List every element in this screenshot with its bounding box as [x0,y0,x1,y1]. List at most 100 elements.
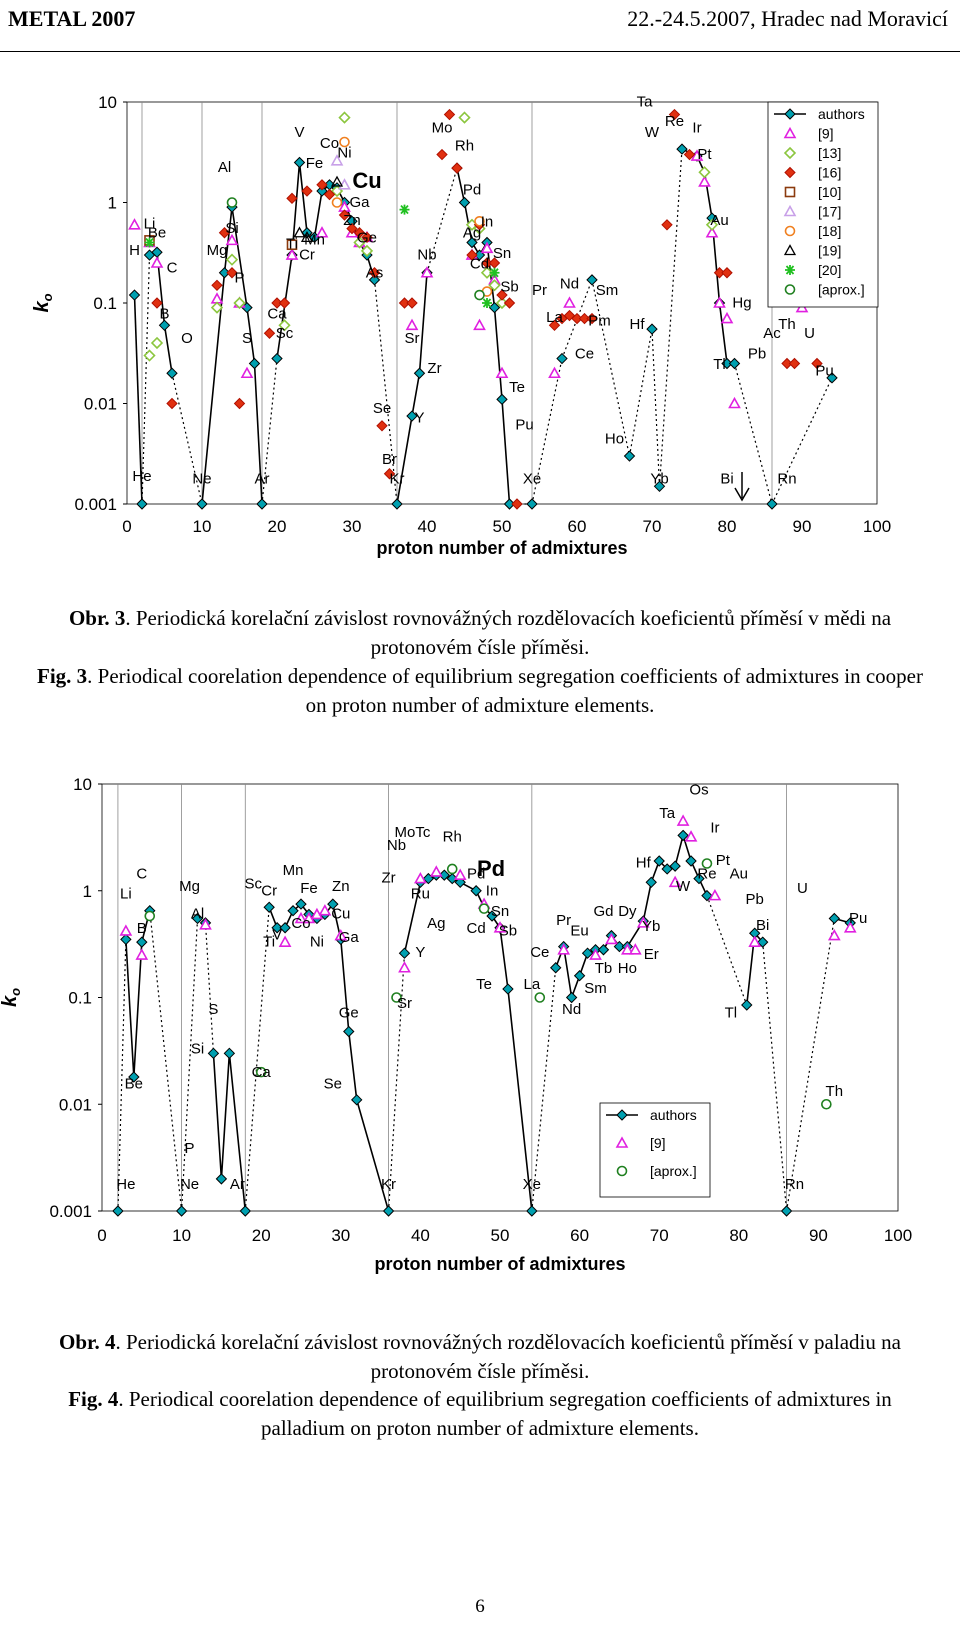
element-label: Ce [575,346,594,363]
data-point [263,327,276,339]
element-label: Al [218,159,231,176]
data-point [330,175,344,187]
series-authors [112,829,856,1217]
element-label: Gd [593,903,613,920]
data-point [683,148,696,161]
data-point [701,858,713,869]
figure-3-caption-en-text: . Periodical coorelation dependence of e… [87,664,923,717]
legend-marker [783,244,797,256]
element-label: Rn [777,470,796,487]
data-point [414,871,427,884]
element-label: V [272,926,282,943]
element-label: Cr [299,247,315,264]
data-point [218,227,231,239]
series-18 [331,136,493,297]
data-point [136,936,148,948]
data-point [586,274,598,286]
data-point [493,921,507,933]
element-label: B [159,306,169,323]
data-point [488,279,501,292]
element-label: Zr [427,360,441,377]
element-label: Be [125,1076,143,1093]
element-label: Fe [300,880,318,897]
data-point [781,357,793,370]
element-label: Nb [417,247,436,264]
element-label: Pu [515,417,533,434]
data-point [661,219,673,231]
element-label: U [797,880,808,897]
data-point [226,197,238,208]
data-point [451,162,463,174]
element-label: Au [730,866,748,883]
x-tick-label: 30 [343,517,362,536]
data-point [226,267,238,279]
dotted-connector [658,149,683,487]
legend-entry: [19] [818,243,841,259]
element-label: Pd [467,866,485,883]
data-point [693,872,705,885]
y-axis-label-subscript: o [8,988,23,996]
data-point [502,983,514,995]
data-point [458,196,471,209]
data-point [271,352,283,365]
data-point [112,1205,124,1217]
data-point [175,1205,188,1217]
figure-3-caption-en: Fig. 3. Periodical coorelation dependenc… [30,662,930,720]
data-point [676,143,688,155]
element-label: Ni [310,934,324,951]
data-point [128,218,141,230]
data-point [338,111,351,124]
y-tick-label: 1 [108,194,117,213]
x-axis-label: proton number of admixtures [376,538,627,558]
y-tick-label: 0.001 [49,1202,92,1221]
legend-marker [783,126,797,139]
x-tick-label: 90 [793,517,812,536]
element-label: S [242,330,252,347]
data-point [327,898,339,910]
data-point [239,1205,251,1217]
element-label: Pr [532,282,547,299]
element-label: Ar [230,1176,245,1193]
element-label: Yb [650,470,668,487]
header-conference-date-place: 22.-24.5.2007, Hradec nad Moravicí [627,6,948,31]
data-point [429,865,443,877]
element-label: Sb [499,923,517,940]
element-label: Si [191,1040,204,1057]
y-tick-label: 1 [83,882,92,901]
data-point [511,498,523,510]
series-line [268,902,390,1212]
series-19 [293,175,344,243]
data-point [503,498,516,510]
data-point [438,869,450,881]
data-point [677,829,689,842]
data-point [705,218,719,231]
y-axis-label: ko [0,988,23,1007]
data-point [285,248,299,260]
element-label: Ge [339,1004,359,1021]
element-label: Se [373,400,391,417]
series-aprox [226,197,485,301]
legend-marker [615,1136,629,1148]
y-tick-label: 0.1 [68,989,92,1008]
x-tick-label: 60 [568,517,587,536]
data-point [668,108,681,121]
data-point [548,319,561,332]
element-label: Ti [263,934,275,951]
element-label: Pr [556,912,571,929]
data-point [256,498,268,510]
series-9 [119,814,857,973]
data-point [248,357,261,370]
element-label: P [234,269,244,286]
y-tick-label: 0.01 [59,1095,92,1114]
data-point [478,903,490,914]
element-label: Ta [637,94,654,111]
data-point [685,855,697,867]
data-point [218,267,231,279]
data-point [233,296,246,310]
element-label: Ne [180,1176,199,1193]
element-label: C [136,866,147,883]
element-label: Zr [381,869,395,886]
element-label: Tl [725,1004,738,1021]
matrix-element-label: Pd [477,856,505,881]
data-point [263,901,275,913]
